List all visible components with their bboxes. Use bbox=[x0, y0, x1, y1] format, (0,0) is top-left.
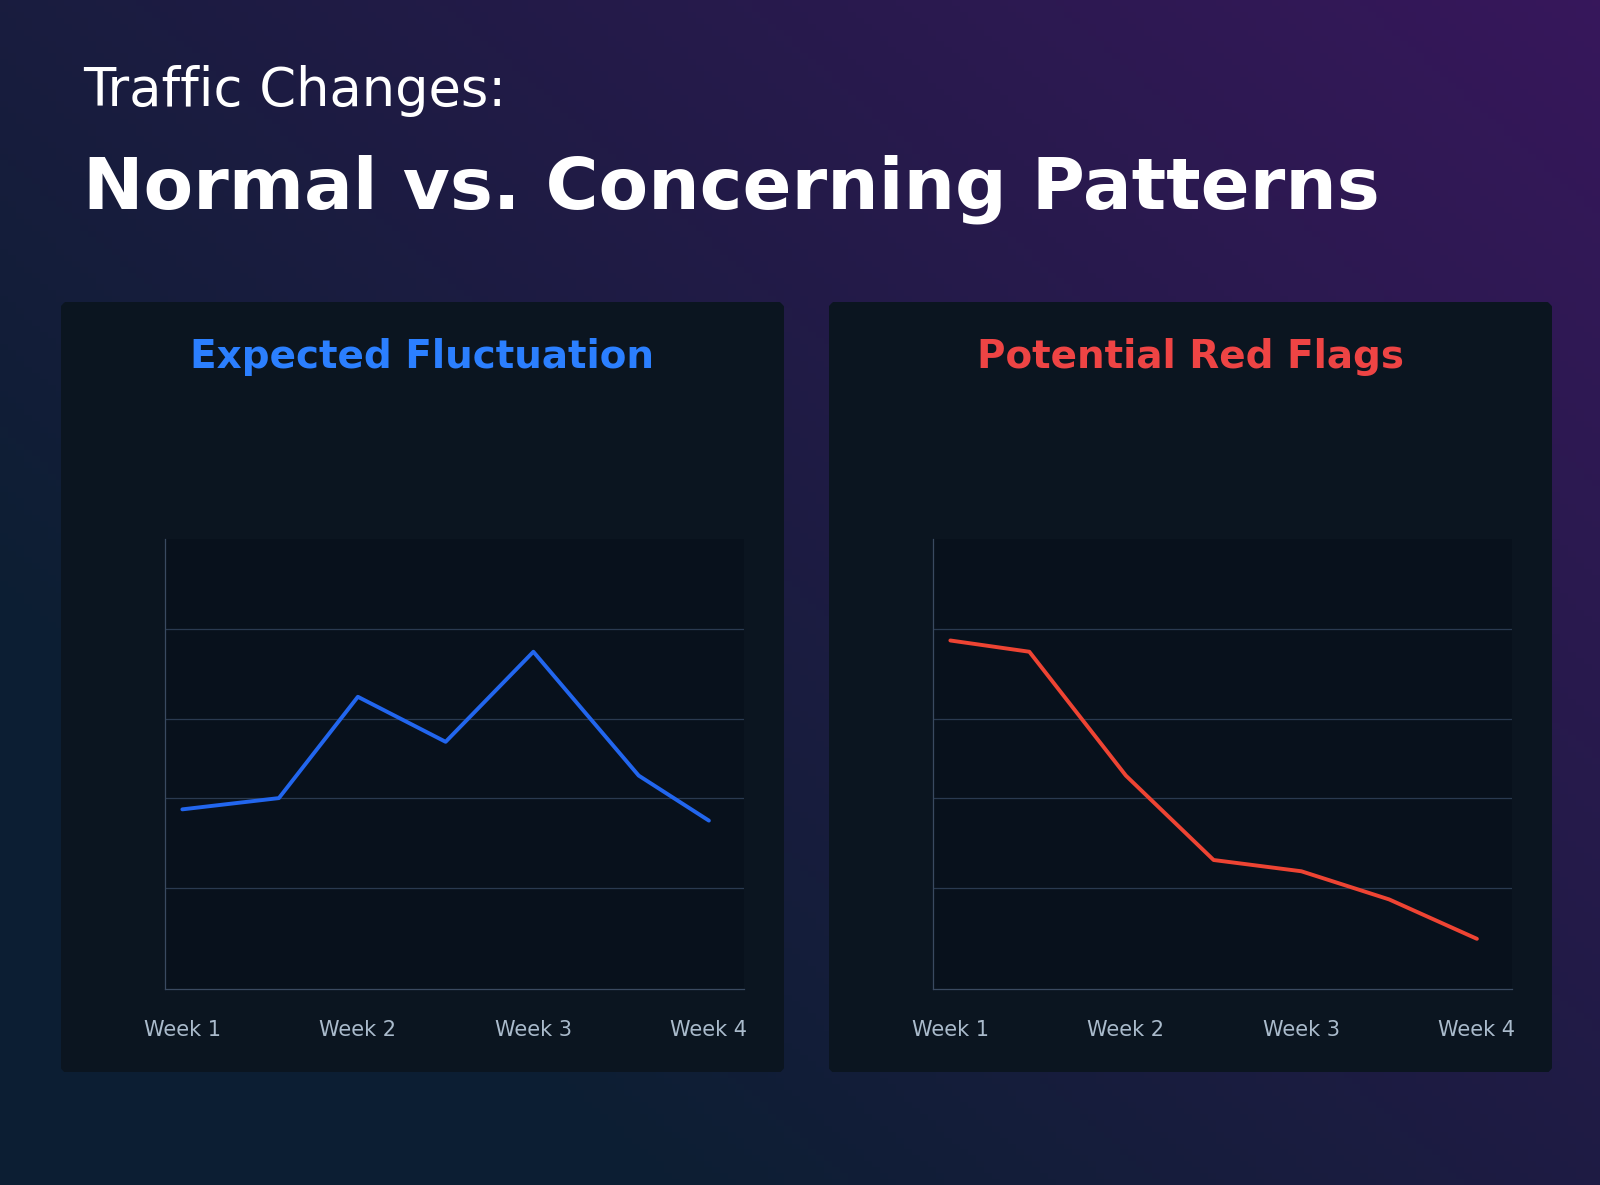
Text: Week 4: Week 4 bbox=[1438, 1020, 1515, 1040]
Text: Week 2: Week 2 bbox=[320, 1020, 397, 1040]
FancyBboxPatch shape bbox=[826, 299, 1555, 1076]
Text: Potential Red Flags: Potential Red Flags bbox=[978, 338, 1403, 376]
Text: Traffic Changes:: Traffic Changes: bbox=[83, 65, 506, 117]
Text: Week 4: Week 4 bbox=[670, 1020, 747, 1040]
Text: Normal vs. Concerning Patterns: Normal vs. Concerning Patterns bbox=[83, 154, 1379, 224]
FancyBboxPatch shape bbox=[58, 299, 787, 1076]
Text: Week 3: Week 3 bbox=[494, 1020, 571, 1040]
Text: Week 1: Week 1 bbox=[912, 1020, 989, 1040]
Text: Week 1: Week 1 bbox=[144, 1020, 221, 1040]
Text: Week 2: Week 2 bbox=[1088, 1020, 1165, 1040]
Text: Expected Fluctuation: Expected Fluctuation bbox=[190, 338, 654, 376]
Text: Week 3: Week 3 bbox=[1262, 1020, 1339, 1040]
